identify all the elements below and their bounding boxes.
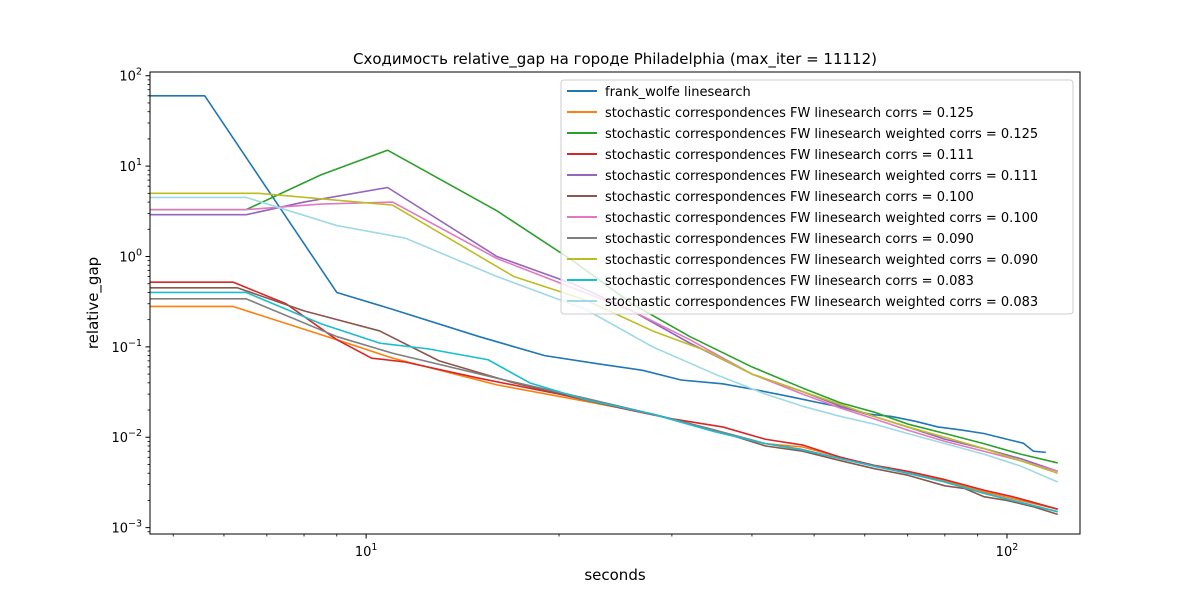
legend-label-0: frank_wolfe linesearch xyxy=(605,85,751,100)
series-line-3 xyxy=(150,281,1058,510)
y-tick-label: 102 xyxy=(119,67,142,85)
series-line-8 xyxy=(150,192,1058,474)
legend-label-3: stochastic correspondences FW linesearch… xyxy=(605,148,974,163)
legend-label-4: stochastic correspondences FW linesearch… xyxy=(605,169,1038,184)
chart-title: Сходимость relative_gap на городе Philad… xyxy=(353,50,877,69)
legend-label-7: stochastic correspondences FW linesearch… xyxy=(605,232,974,247)
y-tick-label: 100 xyxy=(119,247,142,265)
y-axis-title: relative_gap xyxy=(84,257,103,349)
legend-label-1: stochastic correspondences FW linesearch… xyxy=(605,106,974,121)
legend-label-2: stochastic correspondences FW linesearch… xyxy=(605,127,1038,142)
x-axis-title: seconds xyxy=(584,566,645,584)
legend-label-10: stochastic correspondences FW linesearch… xyxy=(605,295,1038,310)
y-tick-label: 10−2 xyxy=(111,428,142,446)
legend-label-5: stochastic correspondences FW linesearch… xyxy=(605,190,974,205)
series-line-9 xyxy=(150,291,1058,513)
legend-items: frank_wolfe linesearch stochastic corresp… xyxy=(567,85,1038,310)
legend-label-9: stochastic correspondences FW linesearch… xyxy=(605,274,974,289)
ticks-layer: 101 102 10−3 10−2 10−1 100 101 102 xyxy=(111,67,1018,560)
legend-label-6: stochastic correspondences FW linesearch… xyxy=(605,211,1038,226)
legend-frame xyxy=(560,79,1074,315)
plot-area: 101 102 10−3 10−2 10−1 100 101 102 xyxy=(111,67,1081,560)
series-line-2 xyxy=(150,149,1058,464)
y-tick-label: 101 xyxy=(119,157,142,175)
y-tick-label: 10−1 xyxy=(111,338,142,356)
series-line-5 xyxy=(150,287,1058,516)
legend-label-8: stochastic correspondences FW linesearch… xyxy=(605,253,1038,268)
series-layer xyxy=(150,94,1059,516)
series-line-0 xyxy=(150,94,1046,454)
legend: frank_wolfe linesearch stochastic corresp… xyxy=(560,79,1074,315)
x-tick-label: 102 xyxy=(996,542,1019,560)
x-tick-label: 101 xyxy=(355,542,378,560)
series-line-10 xyxy=(150,196,1059,483)
plot-frame xyxy=(149,71,1081,535)
y-tick-label: 10−3 xyxy=(111,519,142,537)
